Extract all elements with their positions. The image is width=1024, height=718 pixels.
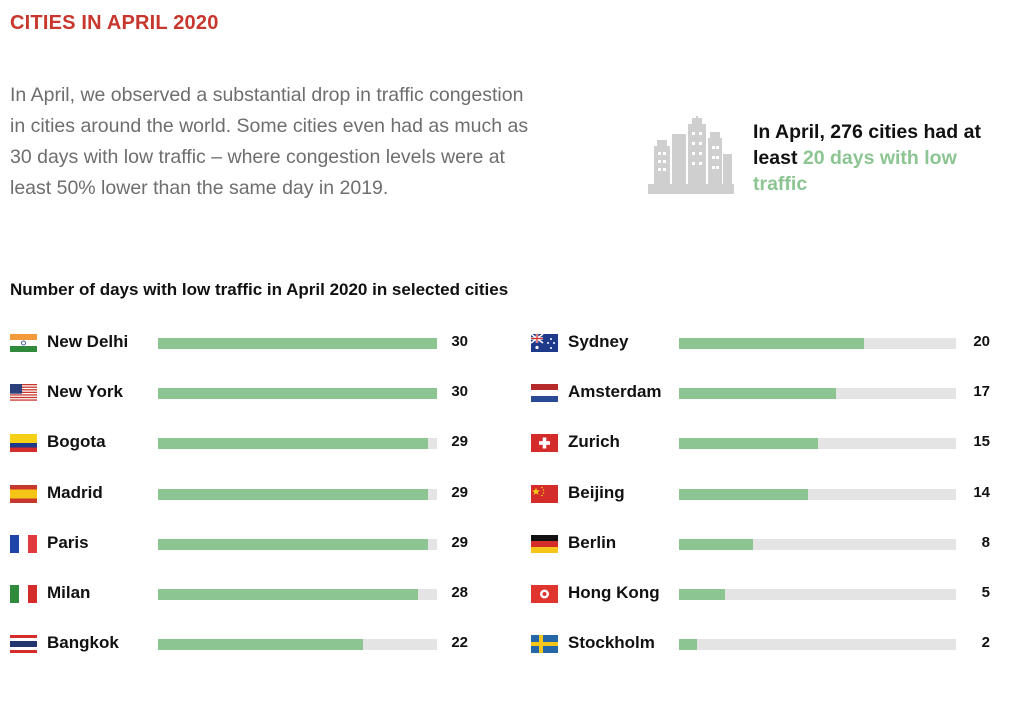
bar-row-amsterdam: Amsterdam 17: [0, 378, 1024, 408]
bar-stockholm: [679, 639, 698, 651]
category-label: Bogota: [47, 432, 106, 452]
bar-row-new-york: New York 30: [0, 378, 1024, 408]
city-skyline-icon: [648, 116, 734, 194]
bar-row-beijing: Beijing 14: [0, 479, 1024, 509]
bar-row-milan: Milan 28: [0, 579, 1024, 609]
bar-madrid: [158, 488, 428, 500]
bar-track: [679, 538, 956, 550]
category-label: Bangkok: [47, 633, 119, 653]
bar-track: [679, 488, 956, 500]
callout-text-main: In April, 276 cities had at least: [753, 121, 981, 169]
value-label: 15: [973, 433, 990, 451]
bar-beijing: [679, 488, 809, 500]
hong-kong-flag-icon: [531, 585, 558, 603]
value-label: 29: [451, 433, 468, 451]
value-label: 8: [981, 533, 990, 551]
value-label: 28: [451, 584, 468, 601]
france-flag-icon: [10, 534, 37, 553]
value-label: 22: [451, 634, 468, 652]
intro-paragraph: In April, we observed a substantial drop…: [10, 84, 529, 199]
bar-track: [158, 589, 437, 600]
bar-track: [679, 438, 956, 450]
category-label: Madrid: [47, 482, 103, 502]
bar-track: [158, 388, 437, 400]
thailand-flag-icon: [10, 635, 37, 654]
bar-new-york: [158, 388, 437, 400]
australia-flag-icon: [531, 334, 558, 352]
bar-track: [679, 338, 956, 349]
value-label: 2: [981, 634, 990, 652]
italy-flag-icon: [10, 585, 37, 603]
value-label: 14: [973, 483, 990, 501]
category-label: Stockholm: [568, 633, 655, 653]
bar-new-delhi: [158, 338, 437, 349]
spain-flag-icon: [10, 484, 37, 503]
bar-amsterdam: [679, 388, 836, 400]
category-label: New York: [47, 382, 123, 402]
category-label: Amsterdam: [568, 382, 662, 402]
chart-title: Number of days with low traffic in April…: [10, 280, 509, 299]
bar-row-new-delhi: New Delhi 30: [0, 328, 1024, 358]
category-label: Berlin: [568, 532, 617, 552]
bar-track: [679, 388, 956, 400]
value-label: 5: [981, 584, 990, 601]
category-label: Sydney: [568, 332, 629, 351]
category-label: Hong Kong: [568, 583, 660, 602]
bar-bangkok: [158, 639, 363, 651]
bar-track: [158, 338, 437, 349]
bar-track: [158, 639, 437, 651]
bar-row-madrid: Madrid 29: [0, 479, 1024, 509]
page-title: CITIES IN APRIL 2020: [10, 12, 219, 34]
bar-row-sydney: Sydney 20: [0, 328, 1024, 358]
category-label: Beijing: [568, 482, 625, 502]
callout-highlight: 20 days with low traffic: [753, 147, 957, 195]
india-flag-icon: [10, 334, 37, 352]
bar-row-zurich: Zurich 15: [0, 428, 1024, 458]
colombia-flag-icon: [10, 434, 37, 453]
category-label: Paris: [47, 532, 89, 552]
value-label: 29: [451, 533, 468, 551]
china-flag-icon: [531, 484, 558, 503]
bar-row-berlin: Berlin 8: [0, 529, 1024, 559]
bar-berlin: [679, 538, 753, 550]
bar-hong-kong: [679, 589, 726, 600]
bar-row-stockholm: Stockholm 2: [0, 629, 1024, 659]
value-label: 29: [451, 483, 468, 501]
bar-track: [679, 589, 956, 600]
bar-track: [158, 538, 437, 550]
value-label: 30: [451, 383, 468, 401]
category-label: New Delhi: [47, 332, 129, 351]
netherlands-flag-icon: [531, 384, 558, 403]
bar-track: [158, 488, 437, 500]
sweden-flag-icon: [531, 635, 558, 654]
category-label: Zurich: [568, 432, 620, 452]
bar-row-bogota: Bogota 29: [0, 428, 1024, 458]
bar-zurich: [679, 438, 818, 450]
switzerland-flag-icon: [531, 434, 558, 453]
value-label: 30: [451, 333, 468, 350]
bar-track: [158, 438, 437, 450]
germany-flag-icon: [531, 534, 558, 553]
bar-row-bangkok: Bangkok 22: [0, 629, 1024, 659]
bar-paris: [158, 538, 428, 550]
callout-text: In April, 276 cities had at least 20 day…: [753, 119, 1013, 197]
value-label: 17: [973, 383, 990, 401]
usa-flag-icon: [10, 384, 37, 403]
category-label: Milan: [47, 583, 91, 602]
bar-milan: [158, 589, 419, 600]
value-label: 20: [973, 333, 990, 350]
bar-sydney: [679, 338, 864, 349]
bar-row-paris: Paris 29: [0, 529, 1024, 559]
bar-bogota: [158, 438, 428, 450]
bar-track: [679, 639, 956, 651]
bar-row-hong-kong: Hong Kong 5: [0, 579, 1024, 609]
